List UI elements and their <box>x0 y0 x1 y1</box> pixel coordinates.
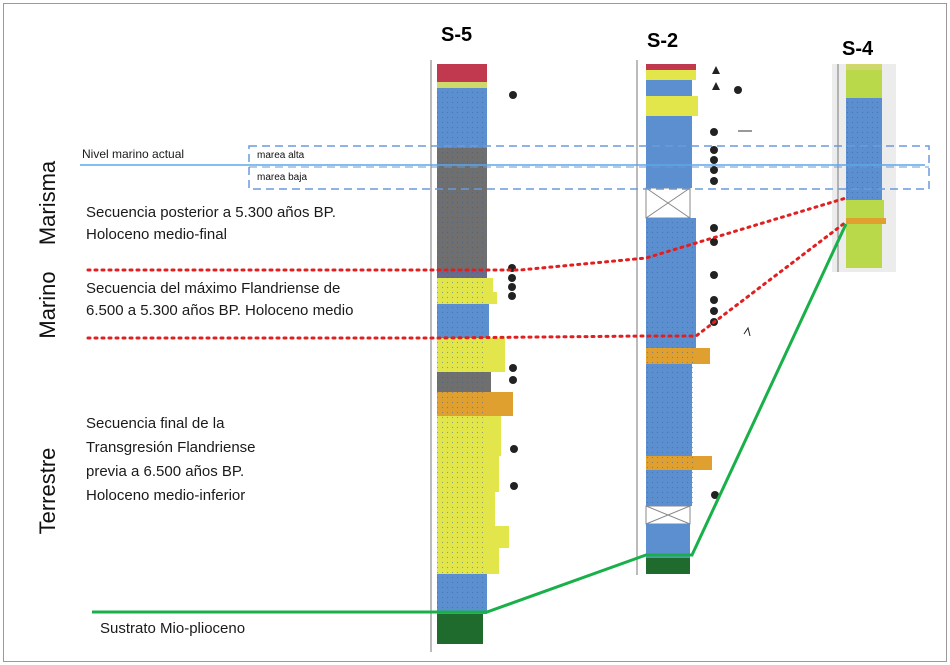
upper-boundary-dotted-line <box>86 196 848 272</box>
s2-layer-blue-2 <box>646 116 692 188</box>
s4-layer-orange <box>846 218 886 224</box>
s2-sample-dot <box>710 166 718 174</box>
sequence-upper-line-2: Holoceno medio-final <box>86 226 227 243</box>
s2-texture <box>646 218 696 506</box>
s5-layer-red <box>437 64 487 82</box>
sequence-middle-text: Secuencia del máximo Flandriense de 6.50… <box>86 278 353 322</box>
s4-layer-green-1 <box>846 200 884 218</box>
substrate-label: Sustrato Mio-plioceno <box>100 620 246 637</box>
low-tide-label: marea baja <box>257 172 308 183</box>
sequence-lower-line-2: Transgresión Flandriense <box>86 439 256 456</box>
s5-sample-dot <box>510 482 518 490</box>
s5-sample-dot <box>509 376 517 384</box>
s2-shell-icon <box>712 82 720 90</box>
s5-layer-substrate <box>437 614 483 644</box>
s2-layer-substrate <box>646 558 690 574</box>
sequence-lower-line-4: Holoceno medio-inferior <box>86 487 246 504</box>
sequence-upper-text: Secuencia posterior a 5.300 años BP. Hol… <box>86 202 336 246</box>
sequence-middle-line-2: 6.500 a 5.300 años BP. Holoceno medio <box>86 302 354 319</box>
s2-sample-dot <box>710 146 718 154</box>
column-title-s4: S-4 <box>842 38 874 60</box>
s2-sample-dot <box>734 86 742 94</box>
s2-layer-yellow-2 <box>646 96 698 116</box>
column-title-s5: S-5 <box>441 24 473 46</box>
s2-sample-dot <box>710 128 718 136</box>
lower-boundary-dotted-line <box>86 220 848 340</box>
column-s4 <box>832 64 896 272</box>
s4-layer-green-yellow <box>846 70 882 98</box>
s5-sample-dot <box>508 292 516 300</box>
s4-layer-green-3 <box>846 250 882 268</box>
s2-sample-dot <box>710 156 718 164</box>
column-title-s2: S-2 <box>647 30 679 52</box>
s4-layer-green-2 <box>846 224 882 250</box>
s5-texture <box>437 88 487 614</box>
high-tide-label: marea alta <box>257 150 305 161</box>
sequence-lower-line-1: Secuencia final de la <box>86 415 225 432</box>
s2-sample-dot <box>710 224 718 232</box>
s2-gap-cross <box>645 505 691 525</box>
s5-layer-thin-yellow <box>437 82 487 88</box>
zone-label-terrestre: Terrestre <box>35 447 60 535</box>
sequence-upper-line-1: Secuencia posterior a 5.300 años BP. <box>86 204 336 221</box>
s4-layer-top <box>846 64 882 70</box>
s2-layer-yellow-top <box>646 70 696 80</box>
s2-sample-dot <box>710 307 718 315</box>
zone-label-marisma: Marisma <box>35 160 60 246</box>
column-s2 <box>636 60 752 575</box>
s4-texture <box>846 98 882 200</box>
s5-sample-dot <box>509 91 517 99</box>
s2-sample-dot <box>710 238 718 246</box>
s5-sample-dot <box>509 364 517 372</box>
sequence-lower-line-3: previa a 6.500 años BP. <box>86 463 245 480</box>
s2-layer-blue-1 <box>646 80 692 96</box>
s5-sample-dot <box>508 283 516 291</box>
sequence-middle-line-1: Secuencia del máximo Flandriense de <box>86 280 341 297</box>
s2-sample-dot <box>710 296 718 304</box>
substrate-top-line <box>92 223 848 614</box>
s2-fossil-icon <box>743 326 751 337</box>
s5-sample-dot <box>508 274 516 282</box>
s5-sample-dot <box>510 445 518 453</box>
s2-shell-icon <box>712 66 720 74</box>
s2-sample-dot <box>710 177 718 185</box>
s2-gap-cross <box>645 187 691 219</box>
s2-layer-red <box>646 64 696 70</box>
sequence-lower-text: Secuencia final de la Transgresión Fland… <box>86 412 256 508</box>
column-s5 <box>430 60 518 652</box>
zone-label-marino: Marino <box>35 271 60 339</box>
current-sea-level-label: Nivel marino actual <box>82 147 185 161</box>
s2-sample-dot <box>711 491 719 499</box>
s2-sample-dot <box>710 271 718 279</box>
s2-layer-blue-6 <box>646 524 690 558</box>
